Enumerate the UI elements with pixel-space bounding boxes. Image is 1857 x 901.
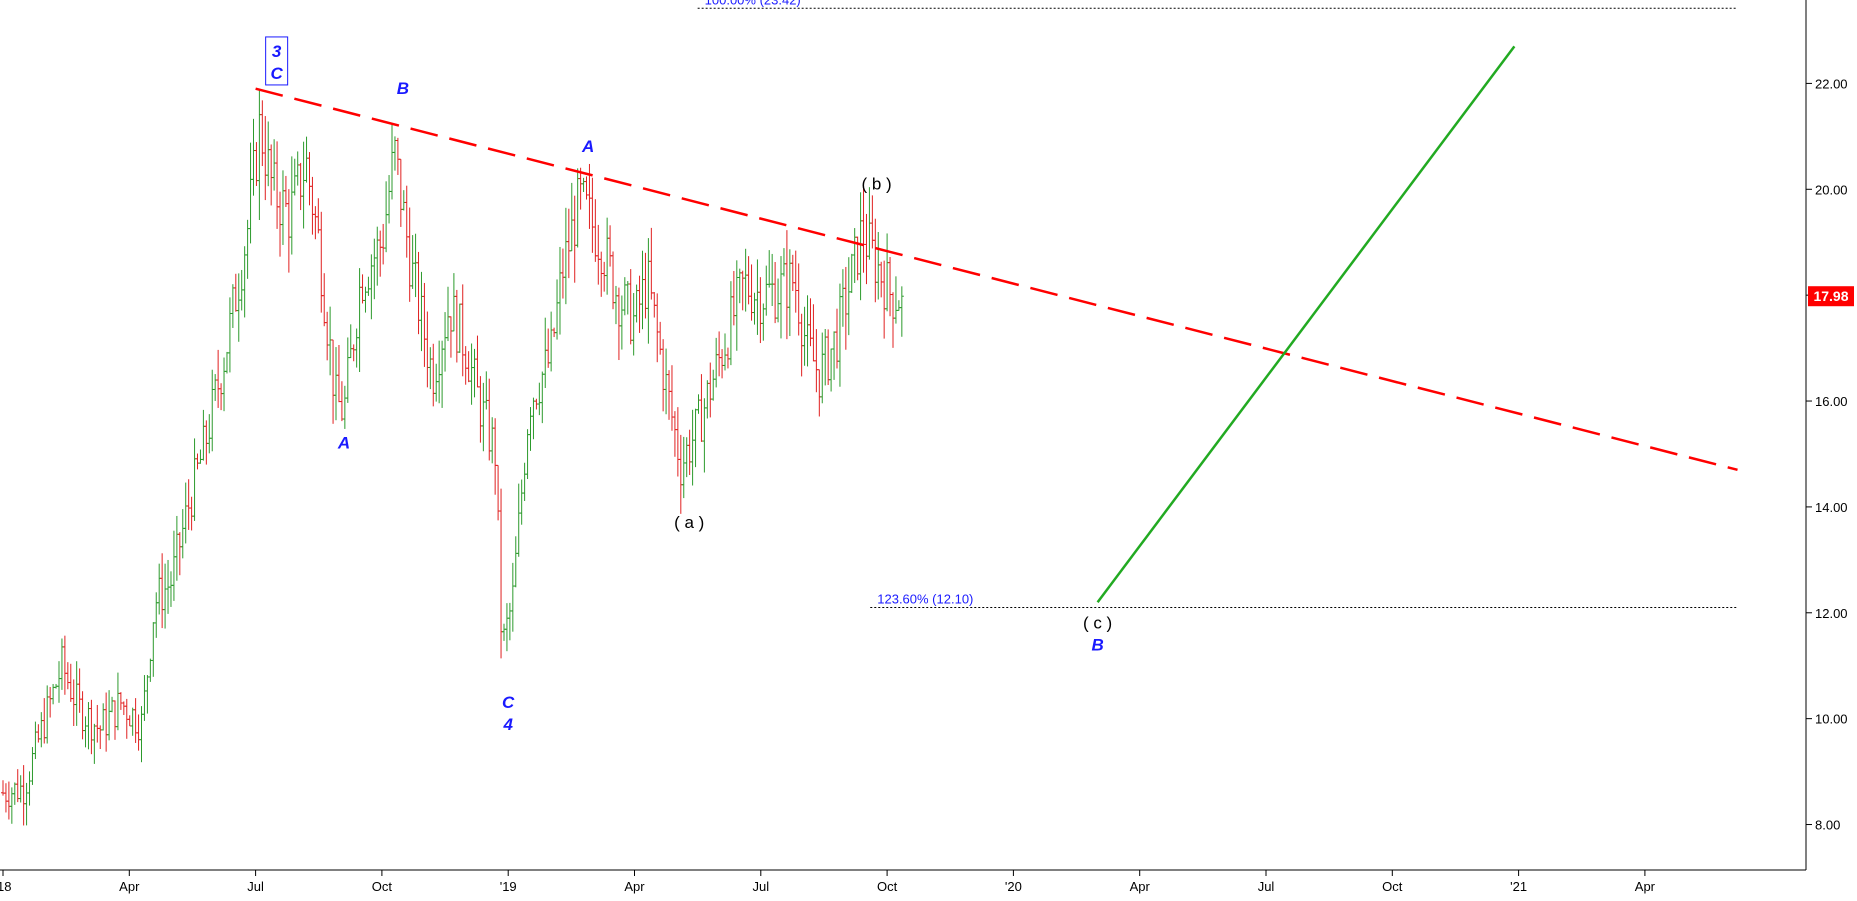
wave-label: 4 [502, 715, 513, 734]
x-tick-label: Oct [372, 879, 393, 894]
x-tick-label: '18 [0, 879, 11, 894]
fib-level-label: 123.60% (12.10) [877, 591, 973, 606]
x-tick-label: Oct [1382, 879, 1403, 894]
y-tick-label: 22.00 [1815, 76, 1848, 91]
x-tick-label: Jul [1258, 879, 1275, 894]
x-tick-label: Jul [752, 879, 769, 894]
wave-label: A [337, 434, 350, 453]
last-price-box [1808, 286, 1854, 307]
x-tick-label: Apr [624, 879, 645, 894]
wave-label: 3 [272, 42, 282, 61]
wave-label-box [265, 36, 289, 86]
x-tick-label: '19 [500, 879, 517, 894]
resistance-trendline [255, 87, 1738, 472]
wave-labels: 3 C B A C 4 A ( a ) ( b ) ( c ) B [265, 36, 1112, 734]
x-tick-label: '21 [1510, 879, 1527, 894]
x-tick-label: '20 [1005, 879, 1022, 894]
wave-label: ( a ) [674, 513, 704, 532]
x-axis-ticks: '18 Apr Jul Oct '19 Apr Jul Oct '20 Apr Jul Oct '21 A… [0, 870, 1656, 894]
projection-trendline [1096, 45, 1516, 603]
wave-label: C [271, 64, 284, 83]
last-price-tag: 17.98 [1808, 286, 1854, 307]
wave-label: ( c ) [1083, 614, 1112, 633]
y-tick-label: 14.00 [1815, 500, 1848, 515]
last-price-label: 17.98 [1813, 288, 1848, 304]
x-tick-label: Oct [877, 879, 898, 894]
price-bars [1, 90, 904, 826]
y-tick-label: 8.00 [1815, 818, 1840, 833]
y-tick-label: 12.00 [1815, 606, 1848, 621]
fib-level-label: 100.00% (23.42) [705, 0, 801, 7]
wave-label: B [1091, 636, 1103, 655]
x-tick-label: Apr [1635, 879, 1656, 894]
y-tick-label: 20.00 [1815, 182, 1848, 197]
fib-levels: 100.00% (23.42) 123.60% (12.10) [697, 0, 1738, 608]
x-tick-label: Apr [1130, 879, 1151, 894]
x-tick-label: Jul [247, 879, 264, 894]
trendlines [255, 45, 1738, 603]
y-tick-label: 10.00 [1815, 712, 1848, 727]
wave-label: A [581, 137, 594, 156]
wave-label: C [502, 693, 515, 712]
wave-label: ( b ) [861, 174, 891, 193]
wave-label: B [397, 79, 409, 98]
x-tick-label: Apr [119, 879, 140, 894]
y-tick-label: 16.00 [1815, 394, 1848, 409]
